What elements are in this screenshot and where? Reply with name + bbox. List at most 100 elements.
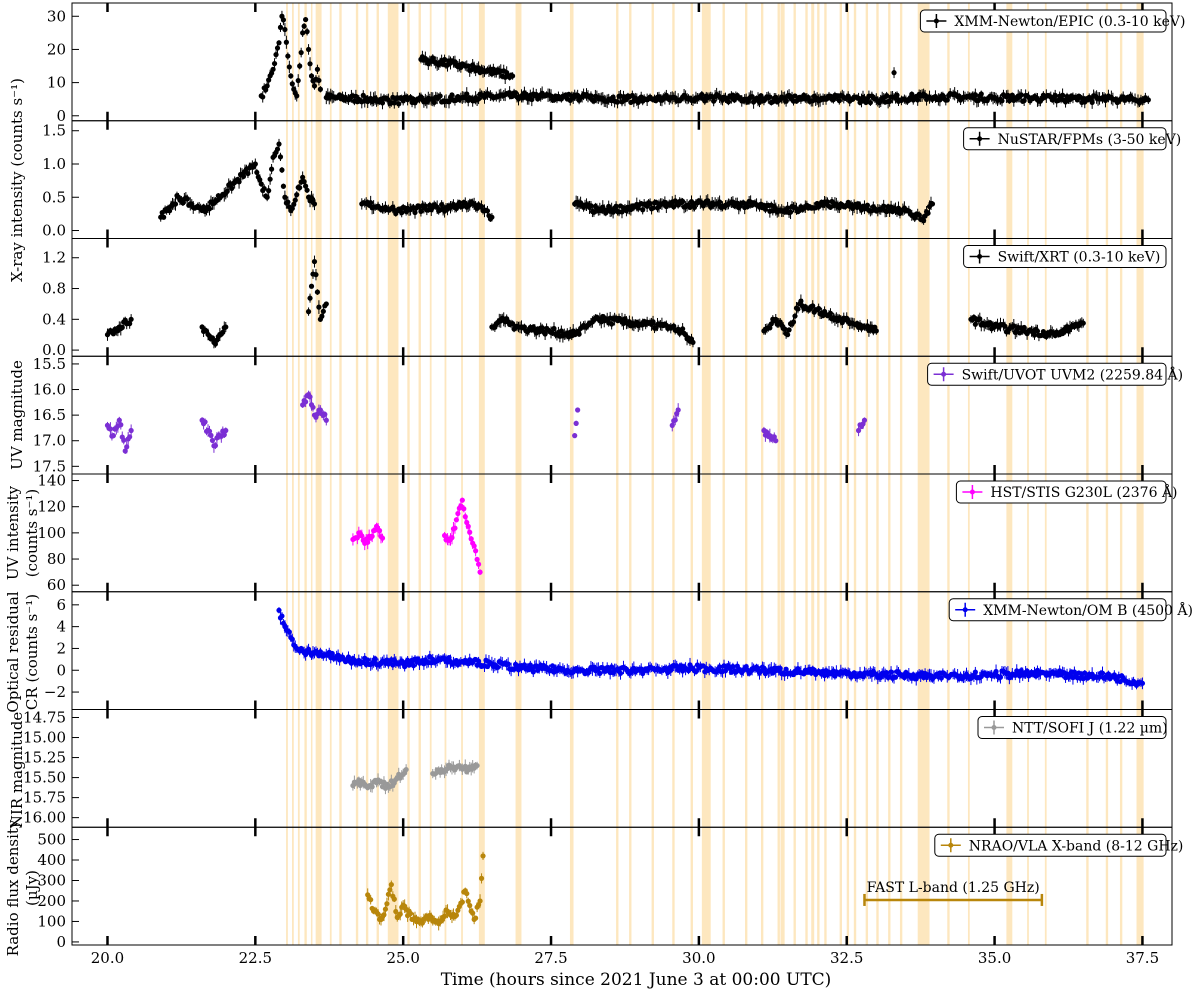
data-point [307, 295, 313, 301]
data-point [997, 674, 1004, 680]
data-point [617, 670, 624, 676]
data-point [316, 77, 322, 84]
data-point [810, 303, 816, 309]
y-tick-label: 14.75 [23, 709, 66, 727]
data-point [268, 166, 275, 172]
data-point [307, 394, 313, 400]
x-tick-label: 35.0 [978, 949, 1011, 967]
legend-marker [977, 254, 983, 259]
data-point [894, 92, 900, 98]
data-point [767, 94, 773, 100]
data-point [282, 26, 288, 33]
data-point [477, 569, 483, 575]
legend-marker [962, 607, 968, 613]
data-point [202, 419, 208, 425]
data-point [172, 201, 179, 207]
data-point [391, 896, 397, 902]
data-point [323, 417, 329, 423]
data-point [260, 94, 266, 100]
data-point [323, 301, 329, 307]
data-point [855, 427, 862, 434]
y-tick-label: 1.5 [42, 122, 66, 140]
data-point [437, 93, 443, 99]
legend: Swift/XRT (0.3-10 keV) [963, 245, 1167, 268]
y-tick-label: 0.8 [42, 280, 66, 298]
data-point [888, 669, 894, 675]
data-point [470, 910, 476, 916]
data-point [289, 81, 295, 87]
y-tick-label: 200 [37, 892, 66, 910]
data-point [128, 427, 134, 434]
panel-om: −2 0 2 4 6 XMM-Newton/OM B (4500 Å) [44, 591, 1193, 710]
data-point [311, 83, 318, 89]
data-point [459, 497, 465, 503]
data-point [690, 339, 696, 345]
data-point [441, 56, 448, 63]
data-point [610, 209, 616, 215]
data-point [289, 205, 295, 212]
data-point [551, 325, 557, 332]
data-point [308, 283, 315, 289]
legend: XMM-Newton/EPIC (0.3-10 keV) [919, 9, 1185, 33]
y-tick-label: 0 [56, 933, 66, 951]
x-tick-label: 32.5 [830, 949, 863, 967]
ylabel-uv-mag: UV magnitude [8, 360, 26, 470]
data-point [461, 506, 467, 512]
legend-marker [977, 136, 983, 142]
legend: NTT/SOFI J (1.22 µm) [977, 716, 1168, 739]
data-point [317, 86, 323, 92]
legend-box [955, 480, 1167, 504]
data-point [1080, 320, 1086, 326]
data-point [1145, 97, 1151, 103]
data-point [369, 533, 375, 539]
data-point [303, 16, 309, 23]
data-point [110, 433, 116, 439]
data-point [305, 46, 312, 53]
y-tick-label: 0.5 [42, 188, 66, 206]
data-point [301, 23, 307, 29]
data-point [314, 289, 321, 295]
legend-marker [948, 842, 954, 848]
data-point [489, 214, 495, 220]
data-point [311, 258, 318, 265]
data-point [314, 66, 321, 72]
series-outliers [418, 50, 897, 85]
y-tick-label: 4 [56, 618, 66, 636]
data-point [285, 53, 291, 59]
data-point [477, 898, 483, 904]
legend: HST/STIS G230L (2376 Å) [955, 480, 1178, 504]
data-point [313, 272, 319, 278]
data-point [786, 327, 792, 333]
legend-box [948, 598, 1167, 622]
data-point [495, 664, 501, 670]
legend-marker [969, 489, 975, 495]
series-exposures [276, 607, 1146, 690]
data-point [452, 525, 458, 531]
data-point [107, 426, 114, 432]
data-point [320, 308, 326, 314]
data-point [300, 30, 306, 36]
data-point [206, 428, 213, 434]
data-point [280, 17, 287, 23]
xlabel: Time (hours since 2021 June 3 at 00:00 U… [441, 970, 832, 990]
y-tick-label: 15.25 [23, 749, 66, 767]
x-tick-label: 20.0 [91, 949, 124, 967]
y-tick-label: 15.5 [33, 355, 66, 373]
data-point [453, 517, 460, 523]
legend-label: NuSTAR/FPMs (3-50 keV) [998, 132, 1182, 148]
data-point [271, 60, 278, 67]
data-point [484, 208, 491, 214]
data-point [509, 73, 516, 79]
data-point [699, 91, 705, 98]
data-point [449, 535, 455, 541]
data-point [916, 212, 922, 218]
data-point [650, 205, 656, 211]
x-tick-label: 37.5 [1126, 949, 1159, 967]
data-point [276, 141, 282, 147]
data-point [304, 29, 310, 35]
data-point [473, 548, 479, 554]
series-block-2 [430, 759, 480, 780]
y-tick-label: 500 [37, 831, 66, 849]
data-point [597, 670, 603, 676]
